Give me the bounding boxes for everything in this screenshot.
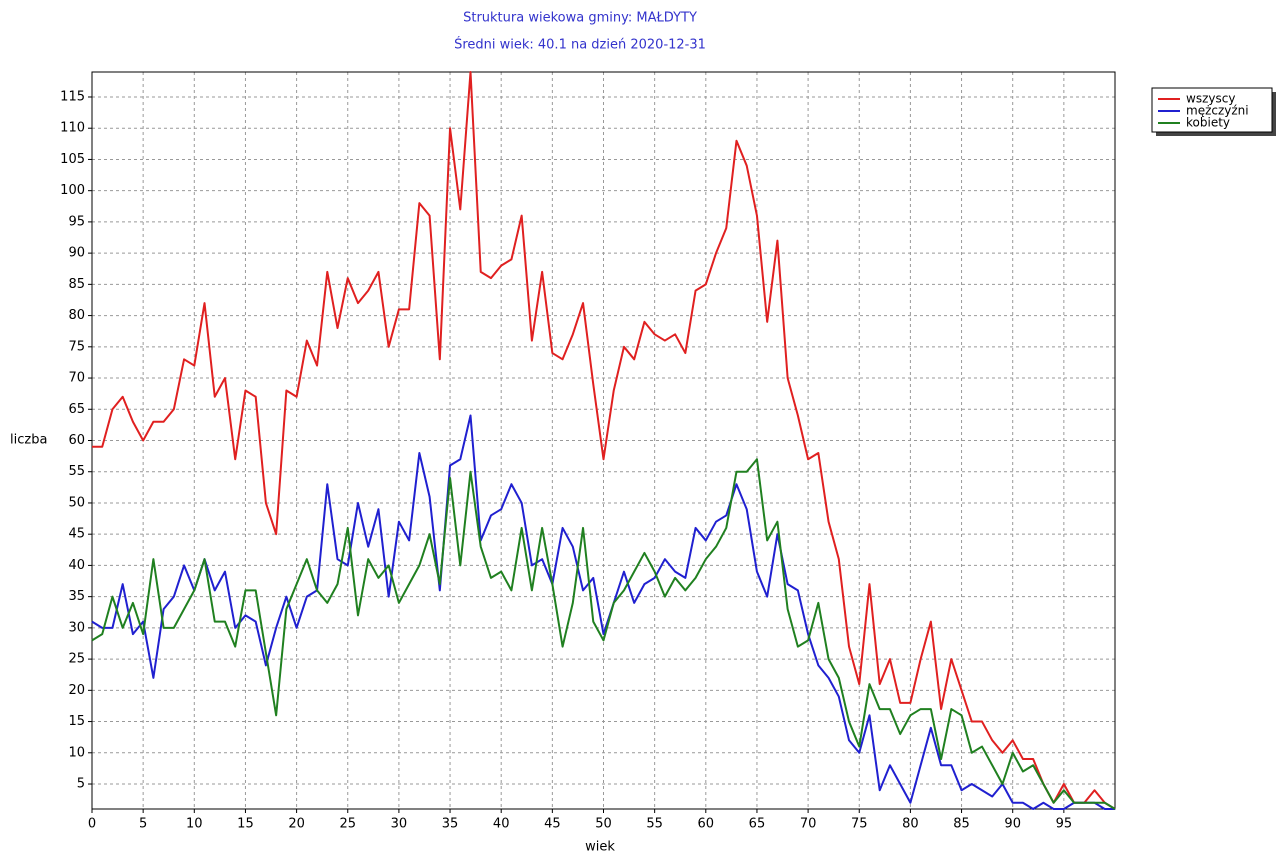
y-tick-label: 70 xyxy=(68,371,85,386)
x-tick-label: 70 xyxy=(800,817,817,832)
y-tick-label: 30 xyxy=(68,620,85,635)
y-tick-label: 85 xyxy=(68,277,85,292)
y-tick-label: 115 xyxy=(60,89,85,104)
y-tick-label: 15 xyxy=(68,714,85,729)
y-tick-label: 80 xyxy=(68,308,85,323)
x-tick-label: 5 xyxy=(139,817,147,832)
y-tick-label: 105 xyxy=(60,152,85,167)
y-tick-label: 60 xyxy=(68,433,85,448)
legend-label: kobiety xyxy=(1186,116,1230,130)
y-tick-label: 25 xyxy=(68,652,85,667)
y-tick-label: 75 xyxy=(68,339,85,354)
x-tick-label: 75 xyxy=(851,817,868,832)
y-tick-label: 50 xyxy=(68,495,85,510)
x-tick-label: 50 xyxy=(595,817,612,832)
x-tick-label: 55 xyxy=(646,817,663,832)
x-tick-label: 25 xyxy=(339,817,356,832)
x-tick-label: 80 xyxy=(902,817,919,832)
y-tick-label: 40 xyxy=(68,558,85,573)
y-tick-label: 45 xyxy=(68,527,85,542)
x-tick-label: 30 xyxy=(391,817,408,832)
x-tick-label: 65 xyxy=(749,817,766,832)
y-tick-label: 95 xyxy=(68,214,85,229)
x-tick-label: 40 xyxy=(493,817,510,832)
y-tick-label: 90 xyxy=(68,246,85,261)
legend-label: wszyscy xyxy=(1186,92,1235,106)
x-tick-label: 90 xyxy=(1004,817,1021,832)
x-tick-label: 45 xyxy=(544,817,561,832)
x-tick-label: 85 xyxy=(953,817,970,832)
y-tick-label: 110 xyxy=(60,121,85,136)
y-tick-label: 55 xyxy=(68,464,85,479)
y-tick-label: 100 xyxy=(60,183,85,198)
x-axis-label: wiek xyxy=(585,840,615,855)
y-tick-label: 5 xyxy=(77,777,85,792)
x-tick-label: 95 xyxy=(1056,817,1073,832)
x-tick-label: 10 xyxy=(186,817,203,832)
chart-subtitle: Średni wiek: 40.1 na dzień 2020-12-31 xyxy=(454,37,706,53)
line-series xyxy=(91,414,1115,810)
line-series xyxy=(91,458,1116,810)
y-tick-label: 20 xyxy=(68,683,85,698)
chart-title: Struktura wiekowa gminy: MAŁDYTY xyxy=(463,11,697,26)
y-tick-label: 65 xyxy=(68,402,85,417)
line-series xyxy=(92,71,1116,810)
y-tick-label: 10 xyxy=(68,745,85,760)
y-tick-label: 35 xyxy=(68,589,85,604)
x-tick-label: 15 xyxy=(237,817,254,832)
x-tick-label: 20 xyxy=(288,817,305,832)
x-tick-label: 0 xyxy=(88,817,96,832)
y-axis-label: liczba xyxy=(10,433,47,448)
x-tick-label: 60 xyxy=(698,817,715,832)
grid xyxy=(91,72,1115,809)
legend-label: mężczyźni xyxy=(1186,104,1249,118)
x-tick-label: 35 xyxy=(442,817,459,832)
